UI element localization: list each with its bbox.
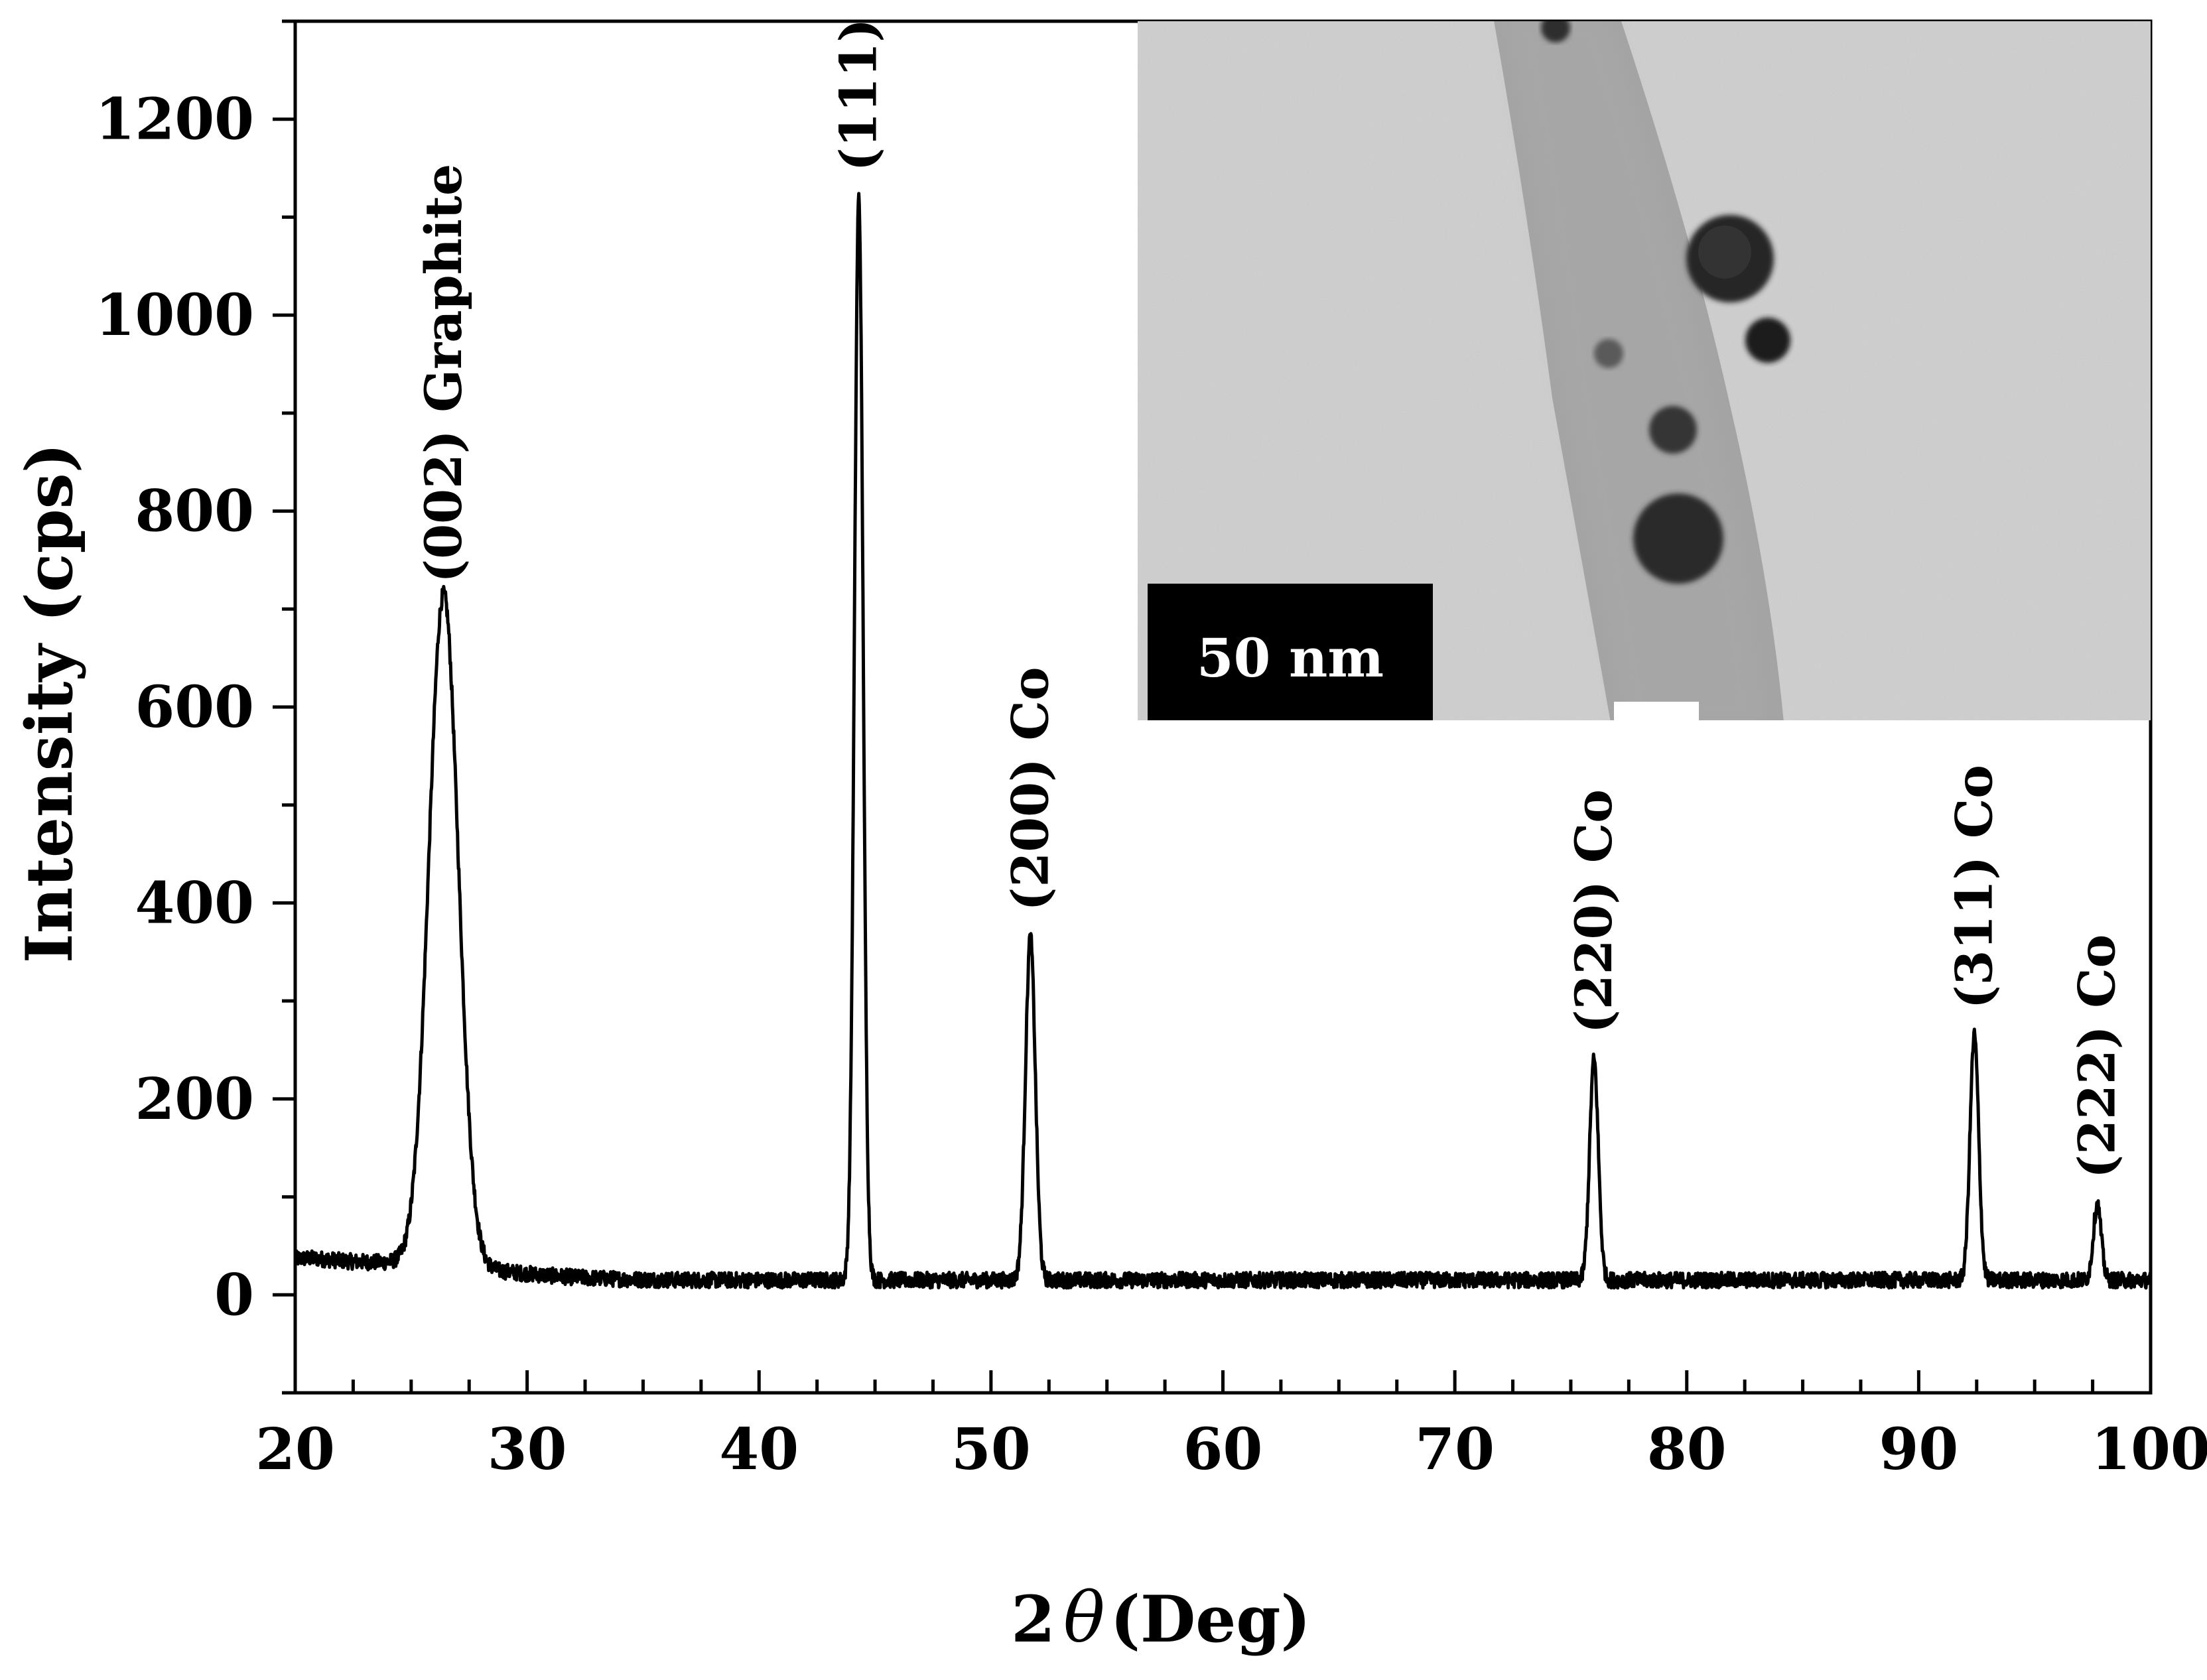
x-tick-label: 60 [1183,1416,1263,1483]
y-tick-label: 1200 [96,86,254,153]
y-axis-title: Intensity (cps) [12,443,87,963]
peak-label: (222) Co [2068,935,2127,1179]
xrd-pattern-line [293,192,2153,1290]
scale-bar-label: 50 nm [1197,627,1384,689]
x-tick-label: 90 [1879,1416,1959,1483]
peak-label: (111) Co [829,0,888,171]
axis-ticks [273,19,2153,1395]
x-tick-label: 100 [2091,1416,2207,1483]
y-tick-label: 400 [135,870,254,937]
peak-annotations: (002) Graphite (111) Co (200) Co (220) Co (3… [414,0,2127,1179]
x-tick-label: 50 [951,1416,1031,1483]
x-tick-label: 70 [1415,1416,1495,1483]
scale-bar [1614,702,1699,720]
x-axis-title: 2 θ(Deg) [1011,1577,1311,1658]
y-tick-label: 200 [135,1066,254,1133]
x-tick-label: 40 [719,1416,799,1483]
x-tick-label: 20 [255,1416,335,1483]
cobalt-nanoparticles [1541,21,1790,584]
x-tick-label: 80 [1647,1416,1727,1483]
y-tick-label: 800 [135,478,254,545]
y-tick-label: 0 [214,1261,254,1328]
scale-bar-box [1148,584,1433,720]
tem-inset-image: 50 nm [1138,21,2151,720]
peak-label: (002) Graphite [414,164,473,583]
x-tick-label: 30 [488,1416,567,1483]
peak-label: (200) Co [1000,667,1059,911]
peak-label: (311) Co [1944,765,2003,1009]
y-tick-label: 1000 [96,282,254,349]
y-tick-label: 600 [135,674,254,741]
peak-label: (220) Co [1564,789,1623,1033]
